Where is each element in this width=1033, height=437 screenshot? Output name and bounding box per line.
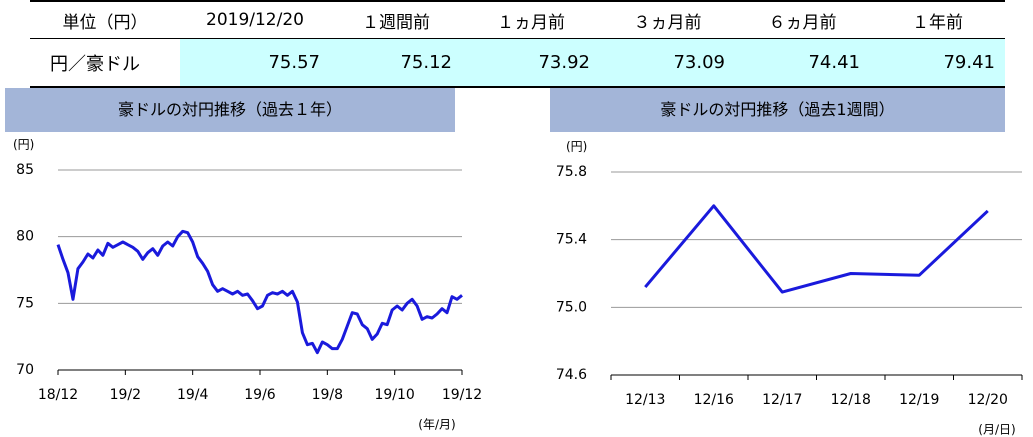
value-cell: 74.41 [735,38,870,88]
x-tick-label: 12/18 [831,392,871,408]
x-tick-label: 18/12 [38,387,78,403]
header-cell: １ヵ月前 [462,0,600,39]
value-cell: 79.41 [870,38,1005,88]
x-unit: (年/月) [418,418,455,432]
x-tick-label: 12/17 [762,392,802,408]
y-tick-label: 75.4 [556,232,587,248]
y-tick-label: 75.8 [556,164,587,180]
chart-title: 豪ドルの対円推移（過去1週間） [550,88,1005,132]
x-tick-label: 12/19 [899,392,939,408]
header-cell: ３ヵ月前 [600,0,735,39]
x-tick-label: 12/16 [694,392,734,408]
value-cell: 75.12 [330,38,462,88]
series-line [56,229,463,355]
y-tick-label: 80 [16,229,34,245]
series-line [644,204,989,294]
y-tick-label: 74.6 [556,367,587,383]
x-unit: (月/日) [978,423,1015,437]
value-cell: 73.09 [600,38,735,88]
y-tick-label: 70 [16,362,34,378]
y-tick-label: 75.0 [556,299,587,315]
y-tick-label: 75 [16,295,34,311]
header-cell: ６ヵ月前 [735,0,870,39]
x-tick-label: 12/13 [625,392,665,408]
x-tick-label: 19/12 [442,387,482,403]
header-cell: １週間前 [330,0,462,39]
header-cell: 2019/12/20 [180,0,330,39]
value-cell: 75.57 [180,38,330,88]
rate-table: 単位（円） 2019/12/20 １週間前 １ヵ月前 ３ヵ月前 ６ヵ月前 １年前 円／豪ドル… [30,0,1005,88]
y-tick-label: 85 [16,162,34,178]
x-tick-label: 19/6 [244,387,276,403]
header-cell: １年前 [870,0,1005,39]
y-unit: (円) [13,138,34,152]
x-tick-label: 19/10 [374,387,414,403]
header-cell: 単位（円） [30,0,180,39]
value-cell: 73.92 [462,38,600,88]
x-tick-label: 19/2 [110,387,141,403]
x-tick-label: 12/20 [968,392,1008,408]
row-label: 円／豪ドル [30,38,180,88]
y-unit: (円) [566,140,587,154]
x-tick-label: 19/4 [177,387,209,403]
x-tick-label: 19/8 [312,387,343,403]
chart-title: 豪ドルの対円推移（過去１年） [5,88,455,132]
